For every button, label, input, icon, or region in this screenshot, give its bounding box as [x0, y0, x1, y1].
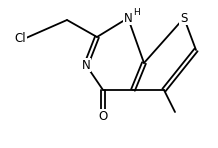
Text: N: N [124, 12, 132, 25]
Text: H: H [133, 8, 140, 16]
Text: O: O [98, 110, 108, 123]
Text: S: S [180, 12, 188, 25]
Text: N: N [82, 58, 90, 71]
Text: Cl: Cl [14, 32, 26, 45]
